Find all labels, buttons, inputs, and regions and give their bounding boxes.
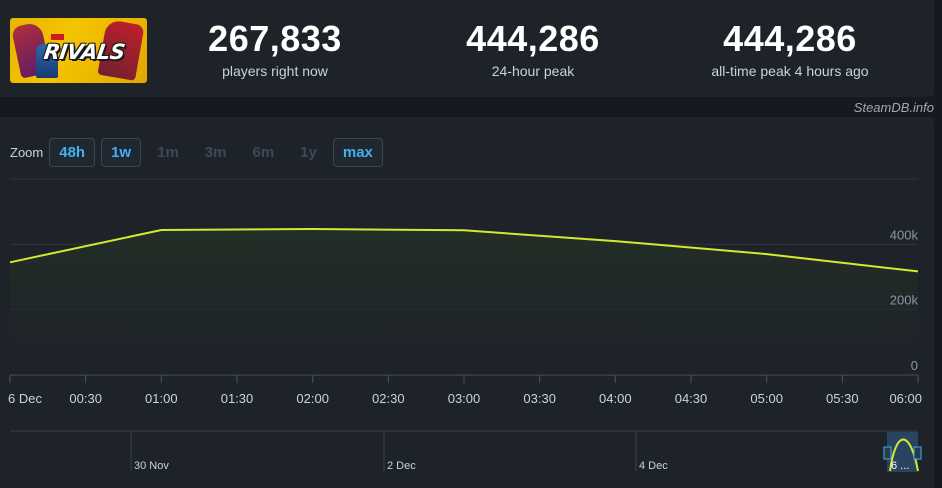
zoom-1y-button[interactable]: 1y <box>300 143 317 161</box>
zoom-label: Zoom <box>10 144 44 160</box>
peak-all-time-label: all-time peak 4 hours ago <box>711 63 869 79</box>
logo-wordmark: RIVALS <box>42 40 127 64</box>
marvel-rivals-logo[interactable]: RIVALS <box>10 18 147 83</box>
zoom-1m-button[interactable]: 1m <box>157 143 179 161</box>
navigator[interactable]: 30 Nov 2 Dec 4 Dec 6 ... <box>10 430 922 472</box>
x-tick-label: 02:30 <box>372 391 405 406</box>
navigator-handle-left <box>883 446 892 460</box>
navigator-handle-right <box>913 446 922 460</box>
x-tick-label: 6 Dec <box>8 391 42 406</box>
zoom-6m-button[interactable]: 6m <box>252 143 275 161</box>
x-tick-label: 05:00 <box>750 391 783 406</box>
series-area <box>10 229 918 375</box>
navigator-date-label: 2 Dec <box>387 460 416 472</box>
zoom-48h-button[interactable]: 48h <box>49 137 96 167</box>
zoom-3m-button[interactable]: 3m <box>204 143 227 161</box>
stat-players-now: 267,833 players right now <box>196 18 354 80</box>
y-tick-label: 400k <box>890 227 919 242</box>
y-tick-label: 200k <box>890 293 919 308</box>
peak-24h-value: 444,286 <box>466 18 600 59</box>
chart-panel: Zoom 48h 1w 1m 3m 6m 1y max 0 200k 400k 6 … <box>0 117 934 488</box>
x-axis-ticks: 6 Dec 00:30 01:00 01:30 02:00 02:30 03:00 03:30… <box>8 375 922 406</box>
navigator-date-label: 30 Nov <box>134 460 169 472</box>
navigator-mini-line <box>889 438 919 472</box>
marvel-badge <box>51 34 64 40</box>
peak-all-time-value: 444,286 <box>723 18 857 59</box>
x-tick-label: 03:30 <box>523 391 556 406</box>
zoom-max-button[interactable]: max <box>332 137 383 167</box>
stat-24h-peak: 444,286 24-hour peak <box>452 18 614 80</box>
x-tick-label: 00:30 <box>69 391 102 406</box>
zoom-bar: Zoom 48h 1w 1m 3m 6m 1y max <box>10 137 389 167</box>
player-count-chart[interactable]: 0 200k 400k 6 Dec 00:30 01:00 01:30 02:00 02:30… <box>0 117 934 488</box>
navigator-handle-label: 6 ... <box>891 460 909 472</box>
y-axis-ticks: 0 200k 400k <box>890 227 919 373</box>
navigator-date-label: 4 Dec <box>639 460 668 472</box>
y-tick-label: 0 <box>911 358 918 373</box>
x-tick-label: 02:00 <box>296 391 329 406</box>
series-line <box>9 227 919 273</box>
zoom-1w-button[interactable]: 1w <box>101 137 142 167</box>
players-now-label: players right now <box>222 63 328 79</box>
steamdb-watermark[interactable]: SteamDB.info <box>853 100 934 115</box>
peak-24h-label: 24-hour peak <box>491 63 575 79</box>
x-tick-label: 06:00 <box>889 391 922 406</box>
x-tick-label: 01:00 <box>145 391 178 406</box>
players-now-value: 267,833 <box>208 18 342 59</box>
stat-all-time-peak: 444,286 all-time peak 4 hours ago <box>686 18 894 80</box>
stats-panel: RIVALS 267,833 players right now 444,286… <box>0 0 934 97</box>
x-tick-label: 03:00 <box>448 391 481 406</box>
x-tick-label: 01:30 <box>221 391 254 406</box>
x-tick-label: 04:30 <box>675 391 708 406</box>
x-tick-label: 05:30 <box>826 391 859 406</box>
hero-figure-center <box>36 44 58 78</box>
x-tick-label: 04:00 <box>599 391 632 406</box>
